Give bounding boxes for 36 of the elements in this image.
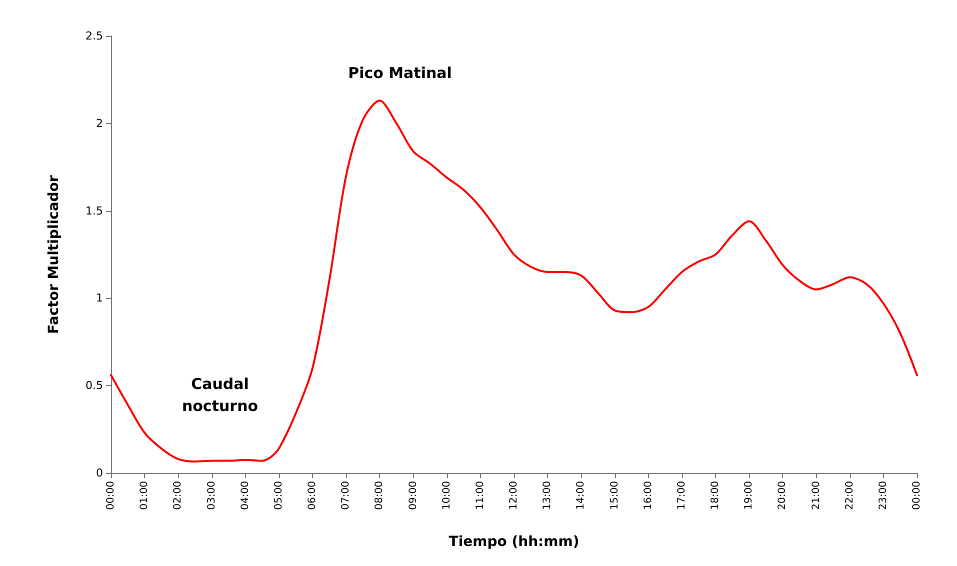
x-tick-label: 21:00 (810, 481, 822, 510)
x-tick-label: 00:00 (912, 481, 922, 510)
y-tick-label: 2 (96, 116, 103, 130)
x-tick-label: 02:00 (172, 481, 184, 510)
x-tick-label: 17:00 (676, 481, 688, 510)
x-tick-label: 18:00 (710, 481, 721, 510)
x-tick-label: 12:00 (508, 481, 520, 510)
x-tick-label: 20:00 (777, 481, 788, 510)
x-tick-label: 05:00 (273, 481, 284, 510)
x-tick-label: 23:00 (878, 481, 889, 510)
x-tick-label: 11:00 (474, 481, 486, 510)
x-tick-label: 16:00 (642, 481, 654, 510)
x-tick-label: 08:00 (374, 481, 386, 510)
x-axis-title: Tiempo (hh:mm) (448, 534, 580, 550)
x-tick-label: 10:00 (441, 481, 452, 510)
y-tick-label: 1.5 (86, 204, 103, 218)
x-tick-label: 22:00 (844, 481, 856, 510)
x-tick-label: 04:00 (240, 481, 251, 510)
y-tick-label: 2.5 (86, 30, 103, 42)
x-tick-label: 01:00 (139, 481, 150, 510)
x-tick-label: 14:00 (576, 481, 587, 510)
x-tick-label: 19:00 (744, 481, 755, 510)
annotation: Pico Matinal (348, 64, 452, 82)
x-tick-label: 15:00 (609, 481, 620, 510)
y-tick-label: 0 (96, 466, 103, 480)
x-tick-label: 03:00 (206, 481, 218, 510)
y-tick-label: 1 (96, 292, 103, 305)
y-axis-title: Factor Multiplicador (46, 175, 62, 334)
line-series (110, 100, 918, 462)
x-tick-label: 00:00 (106, 481, 116, 510)
annotation: Caudal nocturno (182, 375, 258, 415)
x-tick-label: 07:00 (340, 481, 352, 510)
y-tick-label: 0.5 (86, 379, 103, 392)
x-tick-label: 13:00 (542, 481, 554, 510)
x-tick-label: 06:00 (307, 481, 318, 510)
x-tick-label: 09:00 (408, 481, 419, 510)
